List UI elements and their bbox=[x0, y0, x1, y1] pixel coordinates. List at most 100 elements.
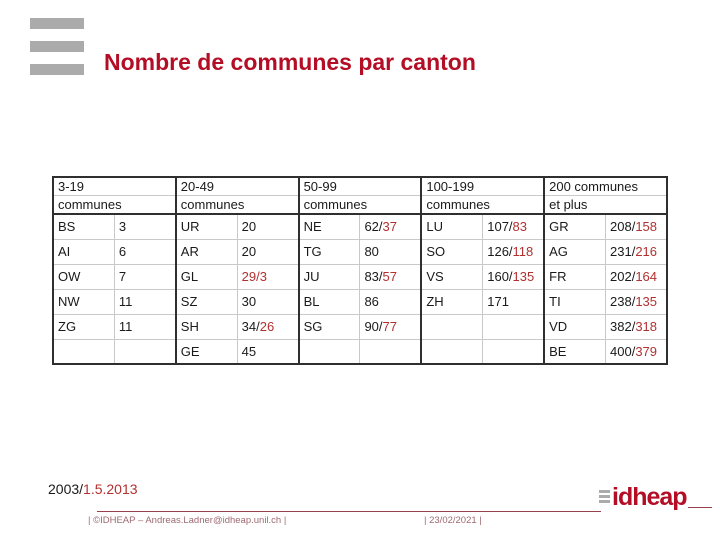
canton-code-cell bbox=[420, 313, 484, 340]
date-red-part: 1.5.2013 bbox=[83, 481, 138, 497]
canton-code-cell: AR bbox=[174, 238, 238, 265]
cantons-table: 3-19 20-49 50-99 100-199 200 communes commune… bbox=[52, 176, 668, 365]
count-before-merge: 126/ bbox=[487, 244, 513, 259]
canton-code-cell: NE bbox=[297, 213, 361, 240]
commune-count-cell: 34/26 bbox=[236, 313, 300, 340]
commune-count-cell: 83/57 bbox=[359, 263, 422, 290]
count-before-merge: 400/ bbox=[610, 343, 636, 359]
idheap-logo: idheap bbox=[598, 483, 688, 511]
count-before-merge: 382/ bbox=[610, 319, 636, 334]
count-before-merge: 11 bbox=[118, 319, 133, 334]
commune-count-cell: 20 bbox=[236, 213, 300, 240]
canton-code-cell: GR bbox=[543, 213, 607, 240]
idheap-logo-bars-icon bbox=[599, 488, 610, 503]
canton-code-cell: SO bbox=[420, 238, 484, 265]
column-header: communes bbox=[297, 194, 422, 215]
count-before-merge: 62/ bbox=[364, 219, 383, 235]
count-before-merge: 11 bbox=[118, 294, 133, 309]
commune-count-cell: 62/37 bbox=[359, 213, 422, 240]
count-before-merge: 202/ bbox=[610, 269, 636, 284]
column-header: communes bbox=[52, 194, 177, 215]
commune-count-cell: 45 bbox=[236, 338, 300, 365]
commune-count-cell: 400/379 bbox=[605, 338, 668, 365]
commune-count-cell: 30 bbox=[236, 288, 300, 315]
count-after-merge: 77 bbox=[382, 319, 397, 334]
canton-code-cell: AI bbox=[52, 238, 115, 265]
canton-code-cell: GE bbox=[174, 338, 238, 365]
column-header: 200 communes bbox=[543, 176, 668, 196]
canton-code-cell: FR bbox=[543, 263, 607, 290]
column-header: communes bbox=[420, 194, 545, 215]
canton-code-cell bbox=[420, 338, 484, 365]
commune-count-cell: 160/135 bbox=[482, 263, 545, 290]
table-row: BS 3 UR 20 NE 62/37 LU 107/83 GR 208/158 bbox=[52, 213, 668, 240]
count-after-merge: 29/3 bbox=[241, 269, 267, 284]
count-before-merge: 83/ bbox=[364, 269, 383, 284]
commune-count-cell: 11 bbox=[113, 288, 177, 315]
count-before-merge: 3 bbox=[118, 219, 127, 235]
canton-code-cell: AG bbox=[543, 238, 607, 265]
count-after-merge: 216 bbox=[635, 244, 658, 259]
canton-code-cell: BE bbox=[543, 338, 607, 365]
count-after-merge: 158 bbox=[635, 219, 658, 235]
gray-bar-icon bbox=[30, 18, 84, 29]
table-row: NW 11 SZ 30 BL 86 ZH 171 TI 238/135 bbox=[52, 288, 668, 315]
canton-code-cell: SG bbox=[297, 313, 361, 340]
count-before-merge: 6 bbox=[118, 244, 127, 259]
commune-count-cell: 90/77 bbox=[359, 313, 422, 340]
commune-count-cell: 80 bbox=[359, 238, 422, 265]
count-before-merge: 90/ bbox=[364, 319, 383, 334]
column-header: 20-49 bbox=[174, 176, 300, 196]
commune-count-cell bbox=[359, 338, 422, 365]
canton-code-cell: TG bbox=[297, 238, 361, 265]
count-before-merge: 30 bbox=[241, 294, 257, 309]
count-before-merge: 34/ bbox=[241, 319, 260, 334]
commune-count-cell: 11 bbox=[113, 313, 177, 340]
canton-code-cell: TI bbox=[543, 288, 607, 315]
count-before-merge: 231/ bbox=[610, 244, 636, 259]
page-title: Nombre de communes par canton bbox=[104, 49, 476, 75]
canton-code-cell: JU bbox=[297, 263, 361, 290]
canton-code-cell: NW bbox=[52, 288, 115, 315]
count-before-merge: 208/ bbox=[610, 219, 636, 235]
count-before-merge: 20 bbox=[241, 244, 257, 259]
count-after-merge: 135 bbox=[512, 269, 535, 284]
slide-logo-bars-icon bbox=[30, 18, 84, 87]
column-header: 3-19 bbox=[52, 176, 177, 196]
count-before-merge: 80 bbox=[364, 244, 379, 259]
gray-bar-icon bbox=[30, 64, 84, 75]
commune-count-cell: 6 bbox=[113, 238, 177, 265]
gray-bar-icon bbox=[599, 489, 610, 493]
canton-code-cell: VD bbox=[543, 313, 607, 340]
commune-count-cell: 208/158 bbox=[605, 213, 668, 240]
footer-rule-right bbox=[668, 507, 712, 508]
idheap-logo-text: idheap bbox=[612, 483, 688, 511]
gray-bar-icon bbox=[30, 41, 84, 52]
header-row: communes communes communes communes et plus bbox=[52, 194, 668, 215]
commune-count-cell: 126/118 bbox=[482, 238, 545, 265]
table-row: GE 45 BE 400/379 bbox=[52, 338, 668, 365]
table-row: AI 6 AR 20 TG 80 SO 126/118 AG 231/216 bbox=[52, 238, 668, 265]
gray-bar-icon bbox=[599, 494, 610, 498]
column-header: et plus bbox=[543, 194, 668, 215]
count-after-merge: 379 bbox=[635, 343, 658, 359]
canton-code-cell: ZH bbox=[420, 288, 484, 315]
commune-count-cell: 171 bbox=[482, 288, 545, 315]
commune-count-cell: 202/164 bbox=[605, 263, 668, 290]
count-before-merge: 171 bbox=[487, 294, 509, 309]
footer-rule bbox=[97, 511, 601, 512]
count-before-merge: 7 bbox=[118, 269, 127, 284]
commune-count-cell: 382/318 bbox=[605, 313, 668, 340]
table-row: ZG 11 SH 34/26 SG 90/77 VD 382/318 bbox=[52, 313, 668, 340]
canton-code-cell: BS bbox=[52, 213, 115, 240]
commune-count-cell: 3 bbox=[113, 213, 177, 240]
count-after-merge: 118 bbox=[512, 244, 534, 259]
count-before-merge: 160/ bbox=[487, 269, 513, 284]
canton-code-cell: VS bbox=[420, 263, 484, 290]
canton-code-cell bbox=[297, 338, 361, 365]
canton-code-cell: UR bbox=[174, 213, 238, 240]
count-after-merge: 26 bbox=[259, 319, 275, 334]
canton-code-cell: SH bbox=[174, 313, 238, 340]
cantons-table-wrap: 3-19 20-49 50-99 100-199 200 communes commune… bbox=[52, 176, 668, 365]
footer-copyright: | ©IDHEAP – Andreas.Ladner@idheap.unil.c… bbox=[88, 515, 287, 526]
